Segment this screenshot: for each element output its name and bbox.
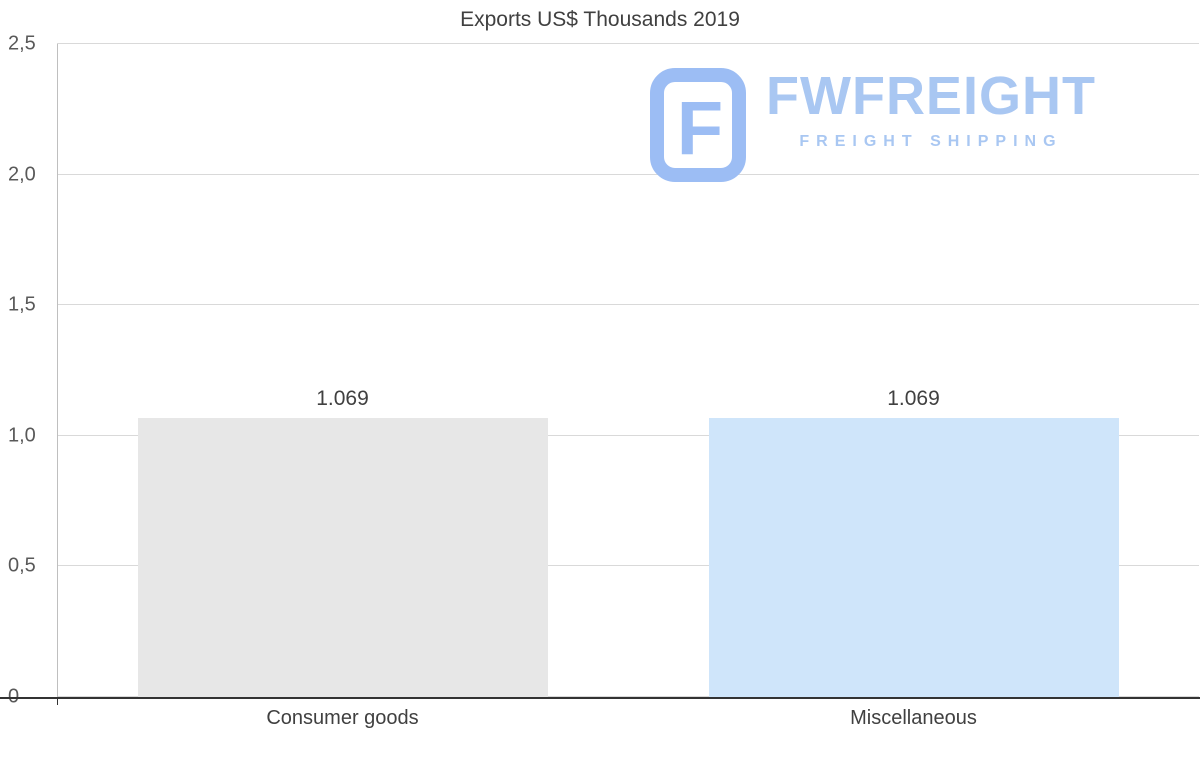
- y-axis-line: [57, 44, 58, 697]
- y-tick-label: 0,5: [8, 554, 36, 577]
- bar-miscellaneous[interactable]: 1.069: [708, 387, 1119, 697]
- bar-value-label: 1.069: [316, 386, 369, 410]
- brand-tagline: FREIGHT SHIPPING: [799, 132, 1063, 150]
- bar-slot: 1.069 Consumer goods: [57, 44, 628, 729]
- y-tick-label: 0: [8, 686, 19, 709]
- category-label: Consumer goods: [266, 707, 419, 729]
- bar-slot: 1.069 Miscellaneous: [628, 44, 1199, 729]
- y-tick-label: 1,0: [8, 424, 36, 447]
- logo-text: FWFREIGHT FREIGHT SHIPPING: [766, 68, 1096, 151]
- origin-tick: [57, 699, 58, 705]
- gridline: [57, 173, 1199, 175]
- watermark-logo: F FWFREIGHT FREIGHT SHIPPING: [650, 68, 1096, 182]
- y-tick-label: 2,0: [8, 163, 36, 186]
- y-tick-label: 1,5: [8, 293, 36, 316]
- y-tick-label: 2,5: [8, 32, 36, 55]
- gridline: [57, 696, 1199, 697]
- chart-title: Exports US$ Thousands 2019: [460, 8, 740, 31]
- plot-area: 1.069 Consumer goods 1.069 Miscellaneous: [57, 43, 1199, 729]
- y-axis-labels: 0 0,5 1,0 1,5 2,0 2,5: [8, 33, 52, 708]
- gridline: [57, 43, 1199, 44]
- brand-name: FWFREIGHT: [766, 66, 1096, 126]
- f-monogram-icon: F: [650, 68, 746, 182]
- x-axis-line: [0, 697, 1200, 699]
- category-label: Miscellaneous: [850, 707, 977, 729]
- bar-consumer-goods[interactable]: 1.069: [137, 387, 548, 697]
- svg-text:F: F: [677, 86, 723, 171]
- gridline: [57, 565, 1199, 567]
- gridline: [57, 304, 1199, 306]
- gridline: [57, 434, 1199, 436]
- bar-value-label: 1.069: [887, 386, 940, 410]
